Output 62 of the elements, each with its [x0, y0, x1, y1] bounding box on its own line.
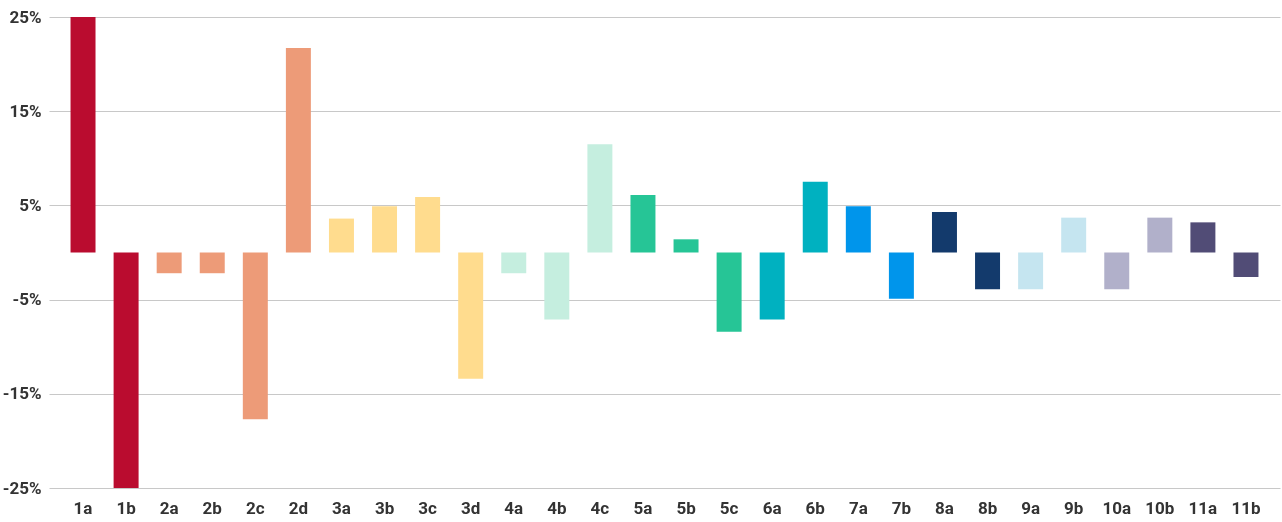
x-tick-label: 9a	[1021, 497, 1041, 518]
x-tick-label: 10a	[1102, 497, 1132, 518]
bar	[1147, 217, 1173, 253]
x-tick-label: 2c	[246, 497, 265, 518]
x-tick-label: 5c	[719, 497, 739, 518]
x-tick-label: 6b	[805, 497, 825, 518]
x-tick-label: 3d	[461, 497, 481, 518]
bar	[458, 252, 484, 379]
x-tick-label: 4a	[504, 497, 524, 518]
x-tick-label: 9b	[1064, 497, 1084, 518]
bar	[156, 252, 182, 274]
x-tick-label: 2a	[159, 497, 179, 518]
x-tick-label: 5b	[676, 497, 696, 518]
bar	[802, 181, 828, 253]
x-tick-label: 7b	[891, 497, 912, 518]
bar	[199, 252, 225, 274]
x-tick-label: 4b	[547, 497, 567, 518]
bar	[630, 195, 656, 253]
y-tick-label: 25%	[9, 6, 42, 27]
bar	[673, 239, 699, 253]
bar	[1190, 222, 1216, 253]
bar	[544, 252, 570, 320]
bar	[1018, 252, 1044, 290]
bar	[242, 252, 268, 420]
bar	[975, 252, 1001, 290]
x-tick-label: 1a	[73, 497, 93, 518]
bar	[415, 196, 441, 253]
x-tick-label: 3c	[418, 497, 438, 518]
x-tick-label: 6a	[762, 497, 782, 518]
bar	[1061, 217, 1087, 253]
bar	[587, 144, 613, 253]
y-tick-label: -5%	[12, 289, 42, 310]
bar	[70, 17, 96, 253]
bar	[1104, 252, 1130, 290]
y-tick-label: 5%	[19, 194, 42, 215]
x-tick-label: 10b	[1145, 497, 1175, 518]
x-tick-label: 3a	[332, 497, 351, 518]
x-tick-label: 3b	[374, 497, 395, 518]
x-tick-label: 8b	[977, 497, 998, 518]
y-tick-label: -15%	[2, 383, 42, 404]
bar	[759, 252, 785, 320]
bar	[716, 252, 742, 332]
bar	[113, 252, 139, 488]
bar	[845, 206, 871, 253]
x-tick-label: 1b	[116, 497, 136, 518]
x-tick-label: 7a	[848, 497, 868, 518]
x-tick-label: 2b	[202, 497, 222, 518]
bar	[285, 48, 311, 253]
x-tick-label: 11a	[1188, 497, 1218, 518]
bar	[501, 252, 527, 274]
bar	[888, 252, 914, 299]
bar	[1233, 252, 1259, 277]
x-tick-label: 8a	[935, 497, 954, 518]
x-tick-label: 4c	[590, 497, 610, 518]
y-tick-label: 15%	[9, 100, 42, 121]
y-tick-label: -25%	[2, 477, 42, 498]
bar	[372, 206, 398, 253]
bar	[931, 211, 957, 253]
x-tick-label: 11b	[1231, 497, 1261, 518]
x-tick-label: 5a	[633, 497, 653, 518]
x-tick-label: 2d	[288, 497, 309, 518]
bar	[328, 218, 354, 253]
